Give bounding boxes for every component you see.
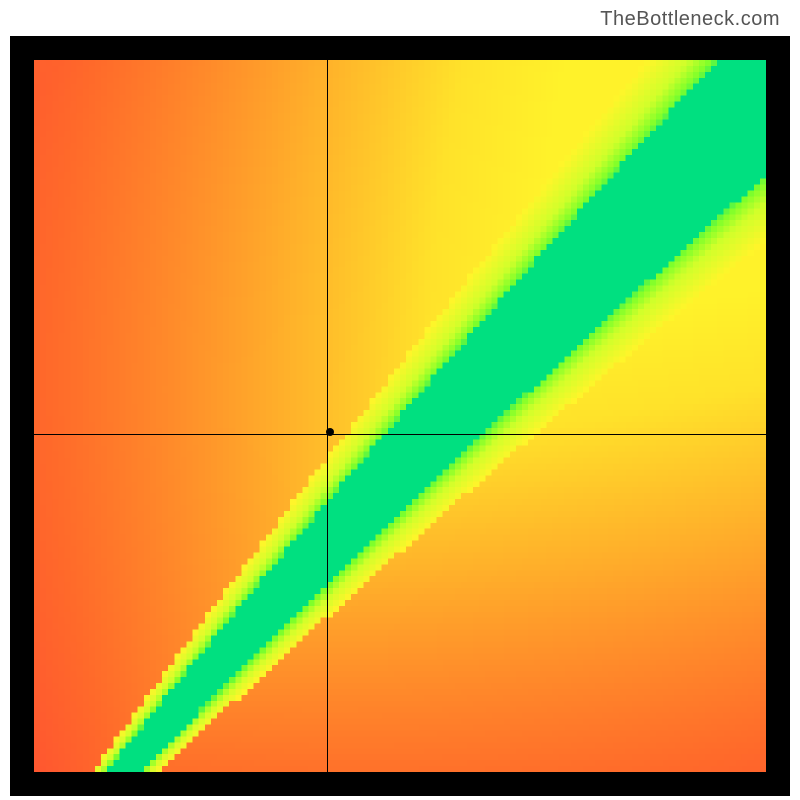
plot-frame bbox=[10, 36, 790, 796]
watermark-text: TheBottleneck.com bbox=[600, 8, 780, 31]
figure: TheBottleneck.com bbox=[0, 0, 800, 800]
